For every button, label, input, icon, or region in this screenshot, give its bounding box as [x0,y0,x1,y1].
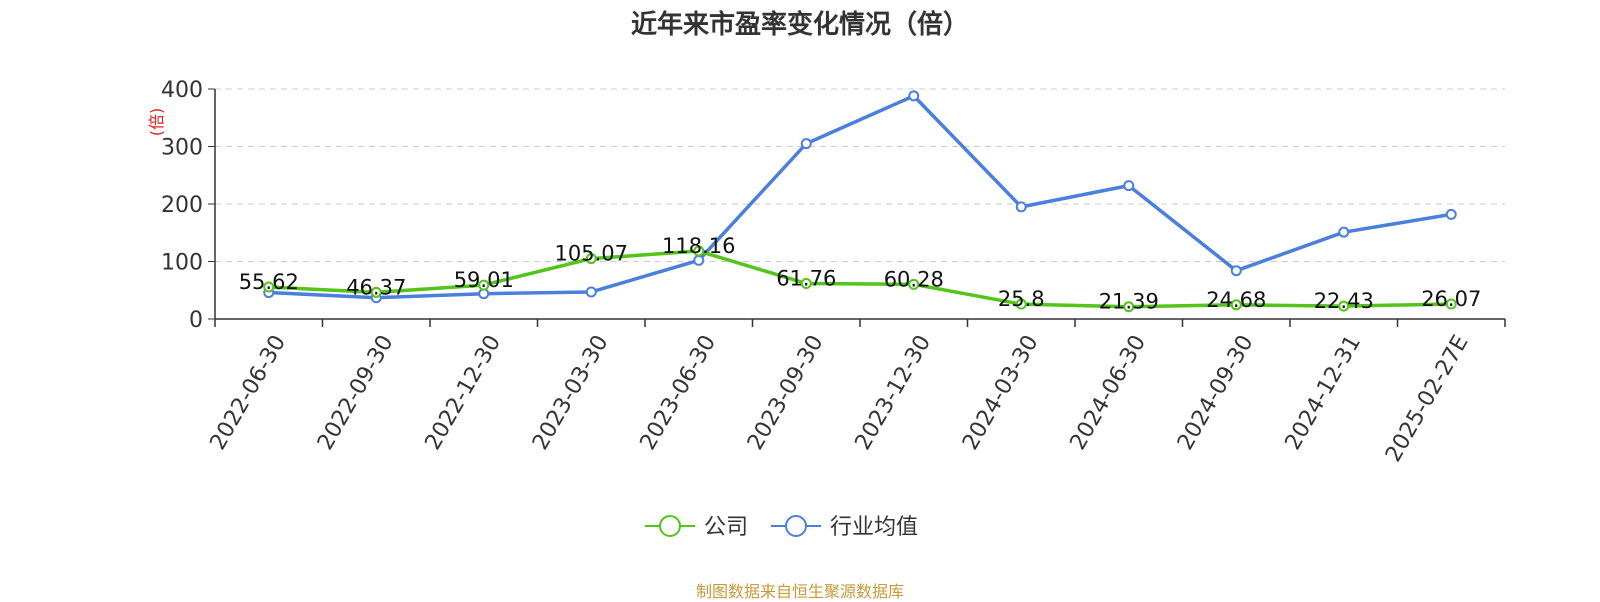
legend-item-industry[interactable]: 行业均值 [771,515,918,540]
grid-lines [215,88,1505,262]
data-label-company: 61.76 [776,266,836,290]
legend-item-company[interactable]: 公司 [645,515,748,540]
x-tick-label: 2024-06-30 [1066,331,1152,454]
data-point-industry[interactable] [1123,180,1135,192]
legend-label: 公司 [704,515,748,540]
y-tick-label: 200 [161,193,203,218]
data-point-industry[interactable] [1338,226,1350,238]
data-label-company: 25.8 [998,287,1045,311]
data-label-company: 60.28 [884,267,944,291]
data-label-company: 26.07 [1421,287,1481,311]
data-point-company[interactable] [1123,301,1135,313]
data-point-company[interactable] [585,253,597,265]
data-point-company[interactable] [693,245,705,257]
data-label-company: 21.39 [1099,290,1159,314]
data-point-company[interactable] [1338,300,1350,312]
data-point-industry[interactable] [1230,265,1242,277]
legend-marker [785,515,807,537]
legend[interactable]: 公司 行业均值 [645,515,918,540]
data-point-industry[interactable] [1015,201,1027,213]
series-layer [263,90,1457,313]
data-label-company: 59.01 [454,268,514,292]
data-label-company: 55.62 [239,270,299,294]
data-point-company[interactable] [1230,299,1242,311]
x-tick-label: 2023-03-30 [528,331,614,454]
x-tick-label: 2024-09-30 [1173,331,1259,454]
y-tick-label: 400 [161,78,203,103]
x-tick-label: 2022-09-30 [313,331,399,454]
y-tick-label: 100 [161,251,203,276]
data-label-company: 24.68 [1206,288,1266,312]
data-point-company[interactable] [1445,298,1457,310]
y-tick-label: 300 [161,136,203,161]
source-note: 制图数据来自恒生聚源数据库 [695,582,904,601]
legend-label: 行业均值 [830,515,918,540]
legend-marker [659,515,681,537]
data-point-company[interactable] [800,277,812,289]
data-label-company: 118.16 [662,234,735,258]
y-tick-label: 0 [189,308,203,333]
x-tick-label: 2025-02-27E [1381,331,1474,466]
data-label-company: 22.43 [1314,289,1374,313]
y-axis-label: (倍) [147,108,166,137]
data-point-industry[interactable] [1445,208,1457,220]
data-point-company[interactable] [1015,298,1027,310]
x-tick-label: 2023-06-30 [636,331,722,454]
chart-title: 近年来市盈率变化情况（倍） [630,10,969,40]
series-line-industry [268,94,1452,300]
data-point-company[interactable] [908,278,920,290]
data-point-company[interactable] [478,279,490,291]
x-tick-label: 2024-12-31 [1281,331,1367,454]
series-line-company [268,249,1452,309]
data-point-company[interactable] [370,286,382,298]
data-labels: 55.62 46.37 59.01 105.07 118.16 61.76 60.28 25.… [239,234,1482,314]
x-tick-label: 2022-06-30 [206,331,292,454]
data-point-industry[interactable] [908,90,920,102]
x-tick-label: 2024-03-30 [958,331,1044,454]
data-point-industry[interactable] [800,138,812,150]
x-tick-label: 2023-09-30 [743,331,829,454]
data-label-company: 105.07 [555,242,628,266]
data-label-company: 46.37 [346,275,406,299]
x-tick-label: 2022-12-30 [421,331,507,454]
x-tick-label: 2023-12-30 [851,331,937,454]
data-point-industry[interactable] [585,286,597,298]
data-point-company[interactable] [263,281,275,293]
